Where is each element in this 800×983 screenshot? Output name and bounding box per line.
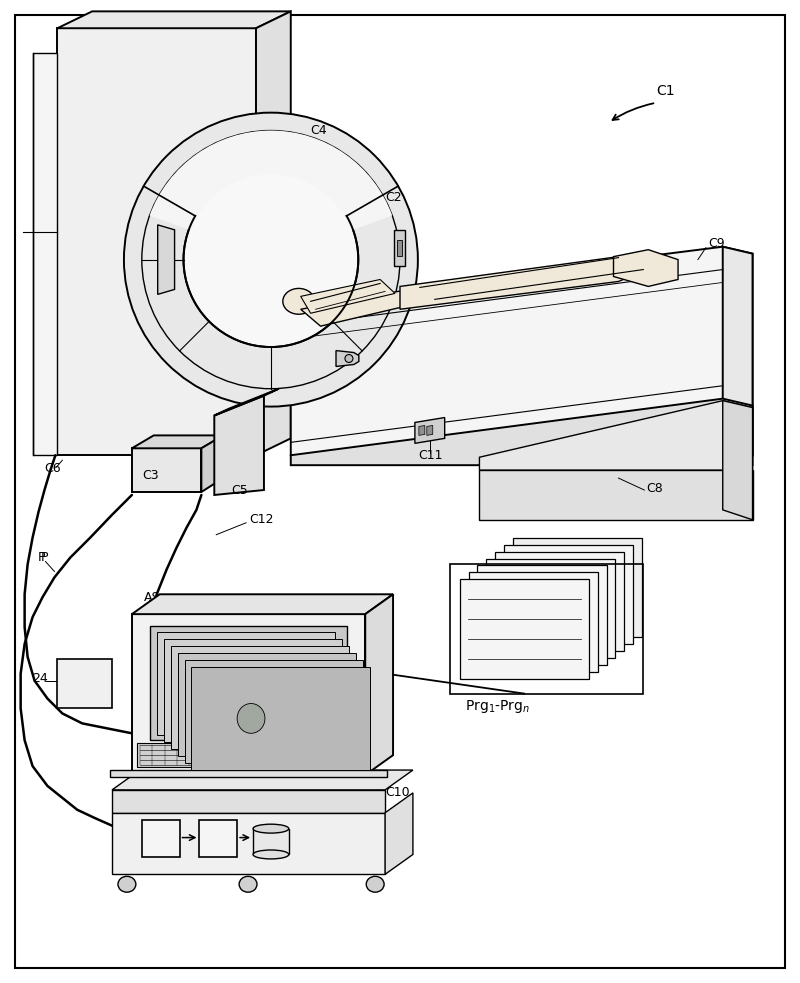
Polygon shape	[514, 538, 642, 637]
Polygon shape	[336, 351, 359, 367]
Polygon shape	[157, 632, 335, 735]
Polygon shape	[110, 770, 387, 777]
Polygon shape	[132, 614, 366, 775]
Polygon shape	[394, 230, 406, 266]
Text: C1: C1	[656, 84, 675, 97]
Text: P: P	[38, 551, 45, 564]
Polygon shape	[191, 666, 370, 770]
Polygon shape	[202, 435, 223, 492]
Text: C10: C10	[385, 786, 410, 799]
Polygon shape	[459, 579, 589, 678]
Polygon shape	[419, 426, 425, 435]
Ellipse shape	[237, 704, 265, 733]
Polygon shape	[178, 653, 356, 756]
Polygon shape	[722, 247, 753, 455]
Text: AS: AS	[144, 591, 160, 604]
Polygon shape	[397, 241, 402, 257]
Text: f: f	[211, 810, 215, 820]
Text: C8: C8	[646, 482, 663, 494]
Ellipse shape	[118, 876, 136, 893]
Polygon shape	[199, 820, 237, 857]
Polygon shape	[214, 396, 264, 495]
Polygon shape	[112, 770, 413, 790]
Polygon shape	[290, 399, 753, 465]
Text: 24: 24	[33, 672, 48, 685]
Polygon shape	[132, 435, 223, 448]
Polygon shape	[253, 829, 289, 854]
Polygon shape	[722, 401, 753, 520]
Polygon shape	[58, 659, 112, 709]
Text: C21: C21	[206, 865, 230, 878]
Polygon shape	[427, 426, 433, 435]
Polygon shape	[469, 572, 598, 671]
Polygon shape	[495, 551, 625, 651]
Polygon shape	[58, 29, 256, 455]
Text: Prg$_1$-Prg$_n$: Prg$_1$-Prg$_n$	[465, 698, 530, 715]
Polygon shape	[112, 790, 385, 813]
Polygon shape	[33, 53, 58, 455]
Text: C4: C4	[310, 124, 327, 137]
Wedge shape	[150, 131, 392, 230]
Ellipse shape	[124, 113, 418, 407]
Polygon shape	[479, 401, 753, 470]
Polygon shape	[415, 418, 445, 443]
Text: C22: C22	[258, 865, 283, 878]
Polygon shape	[486, 558, 615, 658]
Polygon shape	[479, 470, 753, 520]
Polygon shape	[112, 813, 385, 874]
Polygon shape	[256, 12, 290, 455]
Text: C12: C12	[249, 513, 274, 526]
Polygon shape	[366, 595, 393, 775]
Text: C6: C6	[45, 462, 61, 475]
Polygon shape	[132, 595, 393, 614]
Polygon shape	[301, 279, 395, 314]
Text: C3: C3	[142, 469, 158, 482]
Text: C2: C2	[385, 191, 402, 203]
Polygon shape	[504, 545, 634, 644]
Polygon shape	[137, 743, 360, 767]
Polygon shape	[142, 820, 179, 857]
Polygon shape	[301, 287, 434, 326]
Polygon shape	[150, 626, 347, 740]
Ellipse shape	[366, 876, 384, 893]
Text: C9: C9	[708, 237, 725, 251]
Polygon shape	[132, 448, 202, 492]
Text: P: P	[41, 551, 48, 564]
Polygon shape	[58, 12, 290, 29]
Text: C5: C5	[231, 484, 248, 496]
Text: C23: C23	[149, 865, 173, 878]
Ellipse shape	[345, 355, 353, 363]
Polygon shape	[158, 225, 174, 294]
Polygon shape	[170, 646, 350, 749]
Text: C11: C11	[418, 449, 442, 462]
Ellipse shape	[239, 876, 257, 893]
Polygon shape	[290, 247, 753, 455]
Polygon shape	[185, 660, 363, 763]
Ellipse shape	[253, 824, 289, 834]
Polygon shape	[214, 388, 279, 416]
Polygon shape	[164, 639, 342, 742]
Ellipse shape	[283, 288, 314, 315]
Polygon shape	[478, 565, 606, 665]
Ellipse shape	[183, 172, 358, 347]
Ellipse shape	[253, 850, 289, 859]
Polygon shape	[385, 793, 413, 874]
Polygon shape	[614, 250, 678, 286]
Text: P: P	[154, 810, 162, 820]
Polygon shape	[400, 257, 648, 310]
